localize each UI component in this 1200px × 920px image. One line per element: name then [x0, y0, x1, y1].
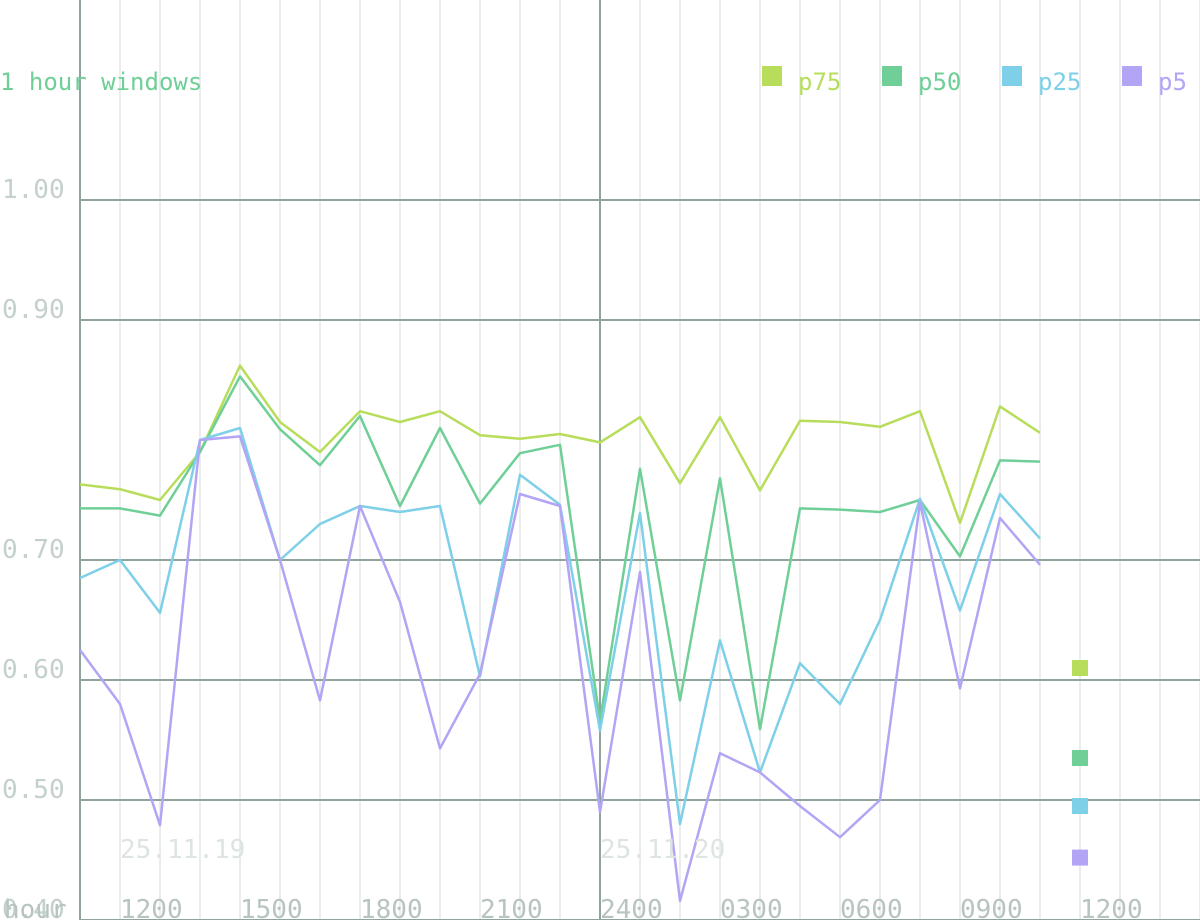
end-marker-p75 — [1072, 660, 1088, 676]
x-unit-label: hour — [4, 895, 67, 920]
legend-item-p25[interactable]: p25 — [1002, 66, 1081, 96]
x-tick-label: 0600 — [840, 895, 903, 920]
x-tick-label: 1200 — [1080, 895, 1143, 920]
legend-swatch-p75 — [762, 66, 782, 86]
end-marker-p5 — [1072, 849, 1088, 866]
end-marker-p50 — [1072, 750, 1088, 766]
x-tick-label: 2400 — [600, 895, 663, 920]
x-tick-label: 1200 — [120, 895, 183, 920]
y-tick-label: 0.90 — [2, 295, 65, 325]
legend-swatch-p25 — [1002, 66, 1022, 86]
legend-label-p25: p25 — [1038, 68, 1081, 96]
y-tick-label: 1.00 — [2, 175, 65, 205]
legend-item-p5[interactable]: p5 — [1122, 66, 1187, 96]
end-marker-p25 — [1072, 798, 1088, 814]
grid — [79, 0, 1200, 920]
legend-swatch-p50 — [882, 66, 902, 86]
x-tick-label: 1800 — [360, 895, 423, 920]
legend-item-p50[interactable]: p50 — [882, 66, 961, 96]
legend-label-p5: p5 — [1158, 68, 1187, 96]
date-label-2: 25.11.20 — [600, 835, 725, 865]
legend-label-p50: p50 — [918, 68, 961, 96]
x-tick-label: 0900 — [960, 895, 1023, 920]
legend[interactable]: p75 p50 p25 p5 — [762, 66, 1187, 96]
legend-swatch-p5 — [1122, 66, 1142, 86]
x-tick-label: 1500 — [240, 895, 303, 920]
x-tick-label: 0300 — [720, 895, 783, 920]
legend-label-p75: p75 — [798, 68, 841, 96]
axis-labels: 1.00 0.90 0.70 0.60 0.50 0.40 1200 1500 1800 2100… — [2, 175, 1143, 920]
y-tick-label: 0.60 — [2, 655, 65, 685]
series-line-p5 — [78, 435, 1041, 903]
series-line-p75 — [79, 364, 1041, 525]
window-label: 1 hour windows — [0, 68, 202, 96]
legend-item-p75[interactable]: p75 — [762, 66, 841, 96]
y-tick-label: 0.50 — [2, 775, 65, 805]
end-markers — [1072, 660, 1088, 866]
y-tick-label: 0.40 — [2, 895, 65, 920]
y-tick-label: 0.70 — [2, 535, 65, 565]
series-line-p50 — [80, 375, 1041, 731]
date-label-1: 25.11.19 — [120, 835, 245, 865]
x-tick-label: 2100 — [480, 895, 543, 920]
series-lines — [78, 364, 1041, 903]
